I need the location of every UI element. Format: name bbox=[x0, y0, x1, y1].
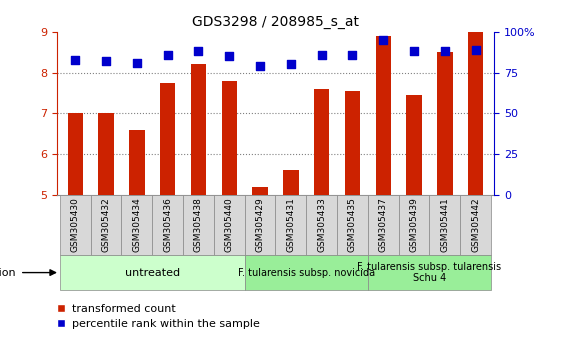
Point bbox=[440, 48, 449, 54]
Text: GSM305437: GSM305437 bbox=[379, 197, 388, 252]
Bar bbox=[399, 195, 429, 255]
Bar bbox=[460, 195, 491, 255]
Text: GSM305439: GSM305439 bbox=[410, 197, 419, 252]
Point bbox=[256, 63, 265, 69]
Text: GSM305441: GSM305441 bbox=[440, 198, 449, 252]
Text: F. tularensis subsp. novicida: F. tularensis subsp. novicida bbox=[238, 268, 375, 278]
Point bbox=[163, 52, 172, 57]
Bar bbox=[345, 91, 360, 195]
Point bbox=[471, 47, 480, 53]
Text: GSM305433: GSM305433 bbox=[317, 197, 326, 252]
Legend: transformed count, percentile rank within the sample: transformed count, percentile rank withi… bbox=[51, 299, 265, 334]
Bar bbox=[60, 255, 245, 290]
Bar bbox=[468, 32, 483, 195]
Bar bbox=[245, 255, 368, 290]
Bar bbox=[160, 83, 176, 195]
Title: GDS3298 / 208985_s_at: GDS3298 / 208985_s_at bbox=[192, 16, 359, 29]
Text: GSM305434: GSM305434 bbox=[132, 198, 141, 252]
Bar bbox=[406, 95, 422, 195]
Bar bbox=[375, 36, 391, 195]
Text: GSM305429: GSM305429 bbox=[256, 198, 265, 252]
Bar bbox=[314, 89, 329, 195]
Bar bbox=[183, 195, 214, 255]
Bar bbox=[275, 195, 306, 255]
Text: GSM305436: GSM305436 bbox=[163, 197, 172, 252]
Bar bbox=[368, 195, 399, 255]
Text: GSM305442: GSM305442 bbox=[471, 198, 480, 252]
Point bbox=[286, 62, 295, 67]
Bar bbox=[429, 195, 460, 255]
Point bbox=[317, 52, 326, 57]
Bar bbox=[337, 195, 368, 255]
Text: untreated: untreated bbox=[125, 268, 180, 278]
Bar bbox=[283, 170, 299, 195]
Bar bbox=[222, 81, 237, 195]
Bar bbox=[306, 195, 337, 255]
Bar bbox=[122, 195, 152, 255]
Text: GSM305438: GSM305438 bbox=[194, 197, 203, 252]
Text: GSM305440: GSM305440 bbox=[225, 198, 234, 252]
Bar bbox=[152, 195, 183, 255]
Point bbox=[348, 52, 357, 57]
Point bbox=[379, 37, 388, 43]
Bar bbox=[245, 195, 275, 255]
Text: GSM305432: GSM305432 bbox=[102, 198, 111, 252]
Text: GSM305431: GSM305431 bbox=[286, 197, 295, 252]
Bar bbox=[129, 130, 145, 195]
Point bbox=[132, 60, 141, 65]
Text: GSM305430: GSM305430 bbox=[71, 197, 80, 252]
Bar bbox=[252, 187, 268, 195]
Bar bbox=[191, 64, 206, 195]
Bar bbox=[91, 195, 122, 255]
Point bbox=[71, 57, 80, 62]
Point bbox=[225, 53, 234, 59]
Bar bbox=[214, 195, 245, 255]
Point bbox=[410, 48, 419, 54]
Text: GSM305435: GSM305435 bbox=[348, 197, 357, 252]
Bar bbox=[98, 113, 114, 195]
Bar bbox=[68, 113, 83, 195]
Text: F. tularensis subsp. tularensis
Schu 4: F. tularensis subsp. tularensis Schu 4 bbox=[357, 262, 502, 284]
Point bbox=[102, 58, 111, 64]
Text: infection: infection bbox=[0, 268, 16, 278]
Bar bbox=[60, 195, 91, 255]
Bar bbox=[368, 255, 491, 290]
Bar bbox=[437, 52, 453, 195]
Point bbox=[194, 48, 203, 54]
